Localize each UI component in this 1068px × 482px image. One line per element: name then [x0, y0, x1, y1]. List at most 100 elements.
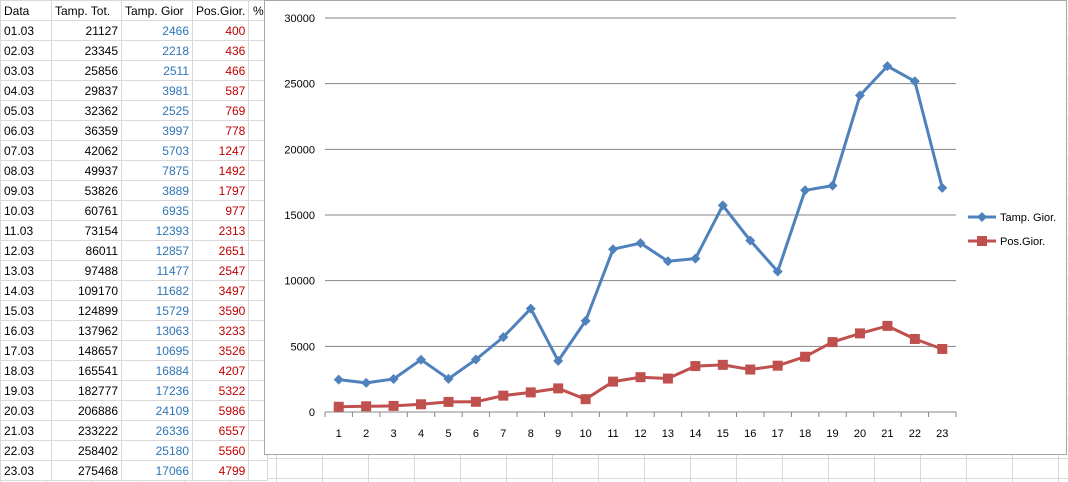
cell-pos-gior[interactable]: 6557 — [191, 420, 250, 441]
cell-pos-gior[interactable]: 1247 — [191, 140, 250, 161]
cell-data[interactable]: 05.03 — [0, 100, 52, 121]
cell-data[interactable]: 01.03 — [0, 20, 52, 41]
cell-tamp-tot[interactable]: 53826 — [51, 180, 122, 201]
cell-pos-gior[interactable]: 3497 — [191, 280, 250, 301]
cell-pos-gior[interactable]: 1797 — [191, 180, 250, 201]
header-tamp-gior[interactable]: Tamp. Gior — [121, 0, 193, 21]
cell-data[interactable]: 19.03 — [0, 380, 52, 401]
cell-data[interactable]: 10.03 — [0, 200, 52, 221]
cell-tamp-tot[interactable]: 97488 — [51, 260, 122, 281]
cell-data[interactable]: 07.03 — [0, 140, 52, 161]
cell-tamp-tot[interactable]: 42062 — [51, 140, 122, 161]
cell-tamp-gior[interactable]: 3889 — [121, 180, 193, 201]
cell-percent[interactable] — [248, 460, 269, 481]
cell-pos-gior[interactable]: 4207 — [191, 360, 250, 381]
cell-tamp-gior[interactable]: 2511 — [121, 60, 193, 81]
cell-tamp-gior[interactable]: 15729 — [121, 300, 193, 321]
cell-tamp-tot[interactable]: 32362 — [51, 100, 122, 121]
cell-data[interactable]: 12.03 — [0, 240, 52, 261]
cell-tamp-gior[interactable]: 12393 — [121, 220, 193, 241]
cell-tamp-gior[interactable]: 3997 — [121, 120, 193, 141]
cell-tamp-tot[interactable]: 25856 — [51, 60, 122, 81]
cell-pos-gior[interactable]: 4799 — [191, 460, 250, 481]
cell-tamp-gior[interactable]: 2218 — [121, 40, 193, 61]
cell-data[interactable]: 13.03 — [0, 260, 52, 281]
cell-data[interactable]: 16.03 — [0, 320, 52, 341]
cell-tamp-tot[interactable]: 148657 — [51, 340, 122, 361]
cell-tamp-tot[interactable]: 165541 — [51, 360, 122, 381]
cell-tamp-gior[interactable]: 2525 — [121, 100, 193, 121]
cell-pos-gior[interactable]: 778 — [191, 120, 250, 141]
cell-data[interactable]: 23.03 — [0, 460, 52, 481]
header-data[interactable]: Data — [0, 0, 52, 21]
cell-pos-gior[interactable]: 5322 — [191, 380, 250, 401]
cell-tamp-gior[interactable]: 7875 — [121, 160, 193, 181]
cell-tamp-gior[interactable]: 2466 — [121, 20, 193, 41]
cell-pos-gior[interactable]: 436 — [191, 40, 250, 61]
cell-data[interactable]: 14.03 — [0, 280, 52, 301]
cell-tamp-tot[interactable]: 182777 — [51, 380, 122, 401]
cell-tamp-gior[interactable]: 26336 — [121, 420, 193, 441]
y-tick-label: 20000 — [284, 144, 315, 156]
cell-pos-gior[interactable]: 5986 — [191, 400, 250, 421]
cell-tamp-tot[interactable]: 23345 — [51, 40, 122, 61]
cell-tamp-tot[interactable]: 109170 — [51, 280, 122, 301]
header-pos-gior[interactable]: Pos.Gior. — [191, 0, 250, 21]
cell-data[interactable]: 04.03 — [0, 80, 52, 101]
cell-tamp-gior[interactable]: 6935 — [121, 200, 193, 221]
cell-tamp-gior[interactable]: 12857 — [121, 240, 193, 261]
cell-pos-gior[interactable]: 466 — [191, 60, 250, 81]
cell-tamp-gior[interactable]: 17236 — [121, 380, 193, 401]
header-tamp-tot[interactable]: Tamp. Tot. — [51, 0, 122, 21]
cell-pos-gior[interactable]: 587 — [191, 80, 250, 101]
cell-tamp-gior[interactable]: 5703 — [121, 140, 193, 161]
cell-tamp-tot[interactable]: 124899 — [51, 300, 122, 321]
cell-data[interactable]: 17.03 — [0, 340, 52, 361]
cell-pos-gior[interactable]: 3233 — [191, 320, 250, 341]
cell-pos-gior[interactable]: 5560 — [191, 440, 250, 461]
cell-pos-gior[interactable]: 400 — [191, 20, 250, 41]
cell-tamp-gior[interactable]: 25180 — [121, 440, 193, 461]
cell-data[interactable]: 02.03 — [0, 40, 52, 61]
chart-area[interactable]: 0 5000 10000 15000 20000 25000 30000 1 2 3 4 5 6 7 8 9 1… — [264, 0, 1067, 455]
cell-data[interactable]: 20.03 — [0, 400, 52, 421]
cell-data[interactable]: 08.03 — [0, 160, 52, 181]
cell-tamp-tot[interactable]: 275468 — [51, 460, 122, 481]
cell-data[interactable]: 09.03 — [0, 180, 52, 201]
cell-data[interactable]: 15.03 — [0, 300, 52, 321]
data-point — [717, 200, 728, 211]
cell-tamp-gior[interactable]: 10695 — [121, 340, 193, 361]
cell-data[interactable]: 06.03 — [0, 120, 52, 141]
cell-tamp-gior[interactable]: 11682 — [121, 280, 193, 301]
cell-tamp-gior[interactable]: 3981 — [121, 80, 193, 101]
cell-tamp-gior[interactable]: 17066 — [121, 460, 193, 481]
cell-tamp-gior[interactable]: 11477 — [121, 260, 193, 281]
cell-tamp-gior[interactable]: 16884 — [121, 360, 193, 381]
cell-pos-gior[interactable]: 3590 — [191, 300, 250, 321]
cell-tamp-tot[interactable]: 73154 — [51, 220, 122, 241]
cell-data[interactable]: 11.03 — [0, 220, 52, 241]
cell-pos-gior[interactable]: 2547 — [191, 260, 250, 281]
cell-tamp-gior[interactable]: 24109 — [121, 400, 193, 421]
cell-pos-gior[interactable]: 1492 — [191, 160, 250, 181]
cell-data[interactable]: 03.03 — [0, 60, 52, 81]
cell-tamp-tot[interactable]: 86011 — [51, 240, 122, 261]
cell-pos-gior[interactable]: 977 — [191, 200, 250, 221]
cell-tamp-tot[interactable]: 29837 — [51, 80, 122, 101]
cell-tamp-tot[interactable]: 233222 — [51, 420, 122, 441]
cell-tamp-tot[interactable]: 206886 — [51, 400, 122, 421]
cell-pos-gior[interactable]: 2313 — [191, 220, 250, 241]
cell-data[interactable]: 21.03 — [0, 420, 52, 441]
cell-pos-gior[interactable]: 3526 — [191, 340, 250, 361]
cell-pos-gior[interactable]: 769 — [191, 100, 250, 121]
cell-tamp-tot[interactable]: 258402 — [51, 440, 122, 461]
cell-tamp-tot[interactable]: 21127 — [51, 20, 122, 41]
cell-pos-gior[interactable]: 2651 — [191, 240, 250, 261]
cell-tamp-tot[interactable]: 137962 — [51, 320, 122, 341]
cell-tamp-tot[interactable]: 36359 — [51, 120, 122, 141]
cell-data[interactable]: 18.03 — [0, 360, 52, 381]
cell-data[interactable]: 22.03 — [0, 440, 52, 461]
cell-tamp-tot[interactable]: 60761 — [51, 200, 122, 221]
cell-tamp-tot[interactable]: 49937 — [51, 160, 122, 181]
cell-tamp-gior[interactable]: 13063 — [121, 320, 193, 341]
